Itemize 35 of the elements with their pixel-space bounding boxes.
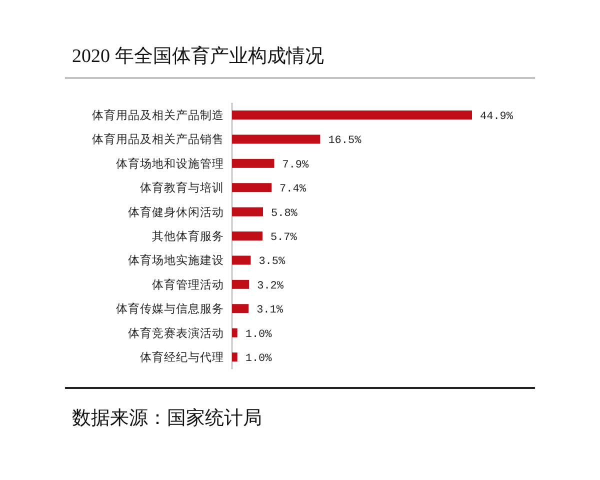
source-note: 数据来源：国家统计局 (72, 407, 262, 429)
data-label: 1.0% (245, 328, 272, 341)
bar (232, 183, 272, 192)
y-tick-label: 体育管理活动 (152, 277, 224, 292)
bar (232, 110, 472, 120)
data-label: 3.2% (257, 280, 284, 292)
bar (232, 304, 249, 314)
bar (232, 328, 238, 338)
y-tick-label: 体育场地和设施管理 (116, 156, 224, 170)
bar (232, 134, 320, 144)
data-label: 7.4% (280, 184, 306, 196)
y-tick-label: 其他体育服务 (152, 229, 224, 243)
bar (232, 207, 263, 216)
bar (232, 280, 250, 289)
data-label: 3.5% (258, 256, 286, 268)
bar (232, 232, 262, 240)
y-tick-label: 体育用品及相关产品制造 (92, 108, 224, 122)
data-label: 16.5% (328, 135, 362, 148)
data-label: 7.9% (282, 159, 310, 172)
y-tick-label: 体育用品及相关产品销售 (92, 132, 224, 146)
data-label: 3.1% (256, 304, 284, 317)
y-tick-label: 体育竞赛表演活动 (128, 326, 224, 340)
y-tick-label: 体育教育与培训 (140, 180, 224, 195)
data-label: 5.7% (270, 232, 298, 244)
data-label: 1.0% (245, 353, 272, 365)
bar (232, 158, 274, 168)
y-tick-label: 体育场地实施建设 (128, 253, 224, 268)
data-label: 44.9% (480, 111, 514, 123)
data-label: 5.8% (271, 208, 298, 220)
bar (232, 352, 238, 362)
y-tick-label: 体育经纪与代理 (140, 350, 224, 364)
bar (232, 256, 251, 265)
y-tick-label: 体育传媒与信息服务 (116, 302, 224, 316)
chart-title: 2020 年全国体育产业构成情况 (72, 45, 324, 67)
y-tick-label: 体育健身休闲活动 (128, 204, 224, 219)
